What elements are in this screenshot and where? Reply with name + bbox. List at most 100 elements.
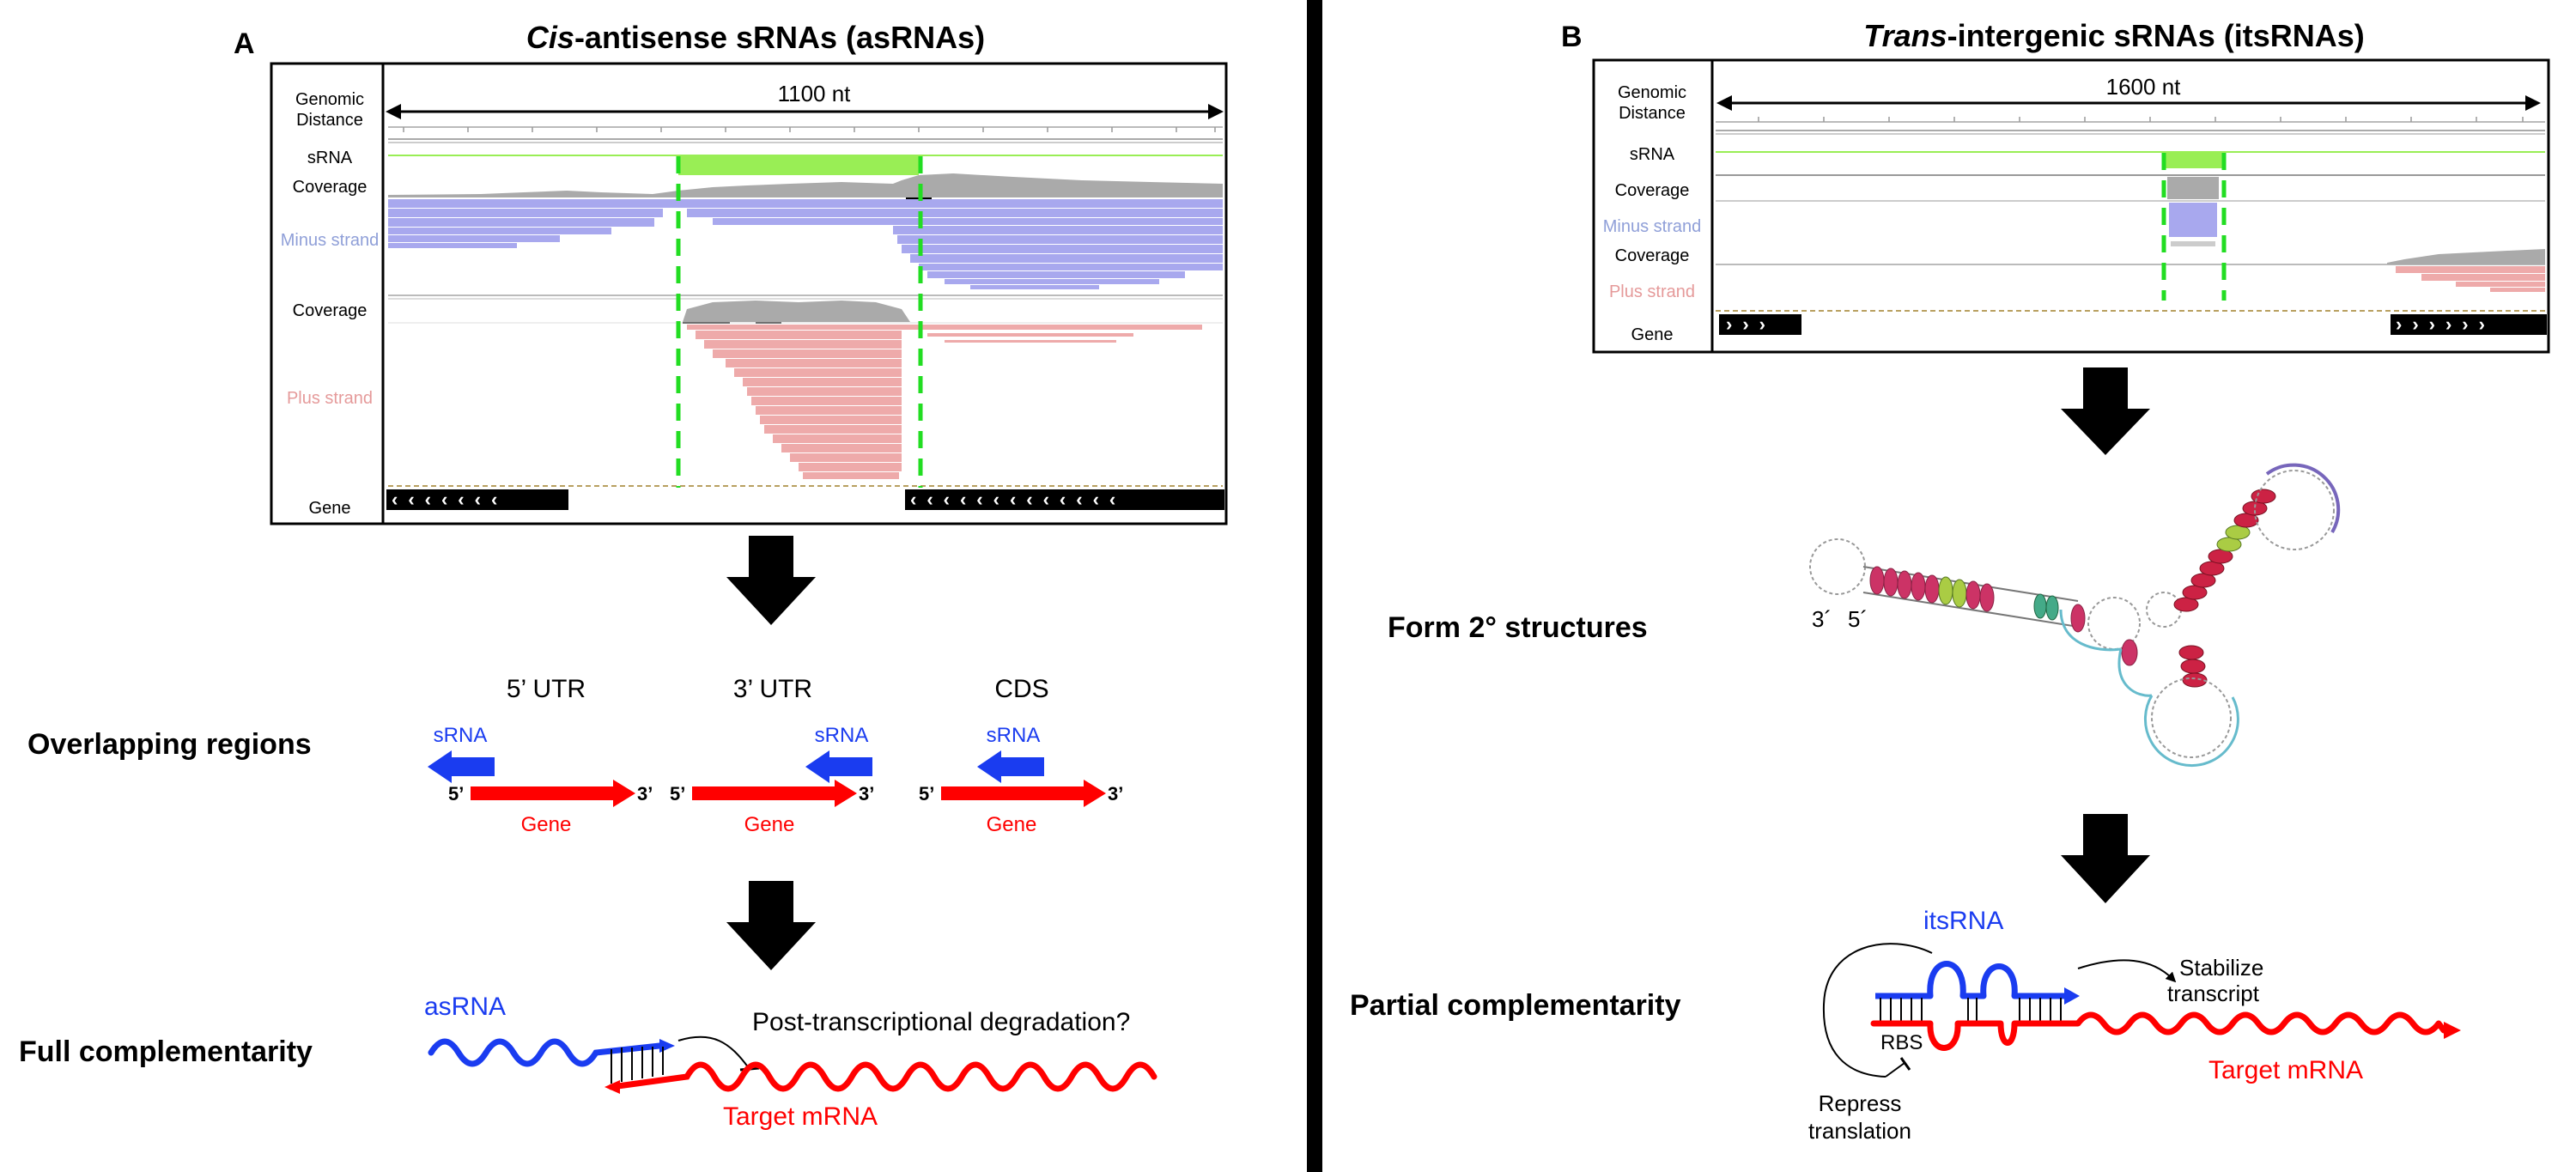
row-label-structures: Form 2° structures [1388, 611, 1648, 644]
panel-b-letter: B [1561, 21, 1583, 53]
minus-coverage-b [2167, 177, 2219, 199]
srna-bar-a [678, 156, 919, 175]
region-title-cds: CDS [994, 675, 1048, 703]
track-label-genomic-b: Genomic [1618, 83, 1686, 102]
row-label-overlapping: Overlapping regions [27, 728, 312, 761]
stabilize-label-1: Stabilize [2179, 955, 2263, 981]
distance-label: 1100 nt [778, 81, 852, 106]
gene-block-a-right [905, 489, 1224, 510]
track-label-distance: Distance [296, 111, 363, 130]
down-arrow-a-1 [726, 536, 816, 625]
repress-label-2: translation [1808, 1118, 1911, 1144]
base-pairs-a [611, 1047, 664, 1084]
srna-arrow [977, 750, 1044, 783]
down-arrow-b-1 [2061, 367, 2150, 455]
minus-reads-b [2169, 203, 2217, 237]
row-label-partial: Partial complementarity [1350, 989, 1681, 1022]
track-label-genomic: Genomic [295, 90, 364, 109]
region-3utr: 3’ UTR sRNA 5’ 3’ Gene [670, 675, 874, 836]
degradation-label: Post-transcriptional degradation? [752, 1008, 1130, 1036]
region-cds: CDS sRNA 5’ 3’ Gene [919, 675, 1123, 836]
itsrna-arrowhead [2064, 987, 2080, 1005]
track-label-coverage-2-b: Coverage [1615, 246, 1690, 265]
region-srna-label: sRNA [434, 724, 488, 747]
stem-helix-1 [1862, 566, 2079, 628]
plus-coverage-b [2387, 249, 2545, 264]
stabilize-arrow [2077, 959, 2177, 983]
panel-b: B Trans-intergenic sRNAs (itsRNAs) 1600 … [1350, 18, 2550, 1144]
srna-bar-b [2164, 151, 2222, 168]
three-prime-label: 3’ [859, 783, 874, 805]
gene-arrow [471, 780, 635, 807]
minus-coverage-a [388, 173, 1223, 197]
region-gene-label: Gene [744, 813, 795, 836]
panel-a-title: Cis-antisense sRNAs (asRNAs) [526, 20, 985, 55]
plus-coverage-a [683, 301, 910, 322]
track-label-coverage-1: Coverage [293, 178, 368, 197]
panel-a: A Cis-antisense sRNAs (asRNAs) 1100 nt [19, 20, 1228, 1131]
five-prime-label: 5’ [670, 783, 685, 805]
plus-reads-b [2396, 266, 2545, 292]
gene-arrow [692, 780, 857, 807]
region-title-5utr: 5’ UTR [507, 675, 586, 703]
repress-arrow [1822, 943, 1933, 1078]
srna-arrow [805, 750, 872, 783]
plus-strand-reads-a [687, 325, 1202, 479]
target-mrna-label-b: Target mRNA [2208, 1056, 2363, 1084]
panel-a-letter: A [234, 27, 255, 60]
srna-arrow [428, 750, 495, 783]
region-srna-label: sRNA [815, 724, 869, 747]
distance-label-b: 1600 nt [2106, 74, 2182, 100]
track-label-plus-strand: Plus strand [287, 389, 373, 408]
end-3-label: 3´ [1812, 606, 1832, 632]
end-5-label: 5´ [1848, 606, 1868, 632]
region-title-3utr: 3’ UTR [733, 675, 812, 703]
down-arrow-a-2 [726, 881, 816, 970]
repress-label-1: Repress [1819, 1090, 1902, 1116]
track-label-minus-strand: Minus strand [281, 231, 380, 250]
track-label-coverage-2: Coverage [293, 301, 368, 320]
itsrna-strand [1875, 961, 2064, 999]
asrna-arrowhead [659, 1039, 675, 1053]
stem-helix-2 [2173, 489, 2276, 612]
svg-text:‹‹‹‹‹‹‹: ‹‹‹‹‹‹‹ [392, 489, 507, 510]
svg-text:‹‹‹‹‹‹‹‹‹‹‹‹‹: ‹‹‹‹‹‹‹‹‹‹‹‹‹ [910, 489, 1126, 510]
track-label-minus-strand-b: Minus strand [1603, 217, 1702, 236]
track-label-distance-b: Distance [1619, 104, 1686, 123]
rbs-label: RBS [1880, 1031, 1923, 1054]
three-prime-label: 3’ [637, 783, 653, 805]
asrna-label: asRNA [424, 993, 506, 1021]
gene-arrow [941, 780, 1106, 807]
base-pairs-b [1880, 998, 2062, 1022]
region-gene-label: Gene [521, 813, 572, 836]
target-mrna-arrowhead-a [605, 1080, 620, 1094]
row-label-full: Full complementarity [19, 1035, 313, 1068]
track-label-gene-b: Gene [1631, 325, 1674, 344]
target-mrna-wave-a [608, 1061, 1157, 1092]
down-arrow-b-2 [2061, 814, 2150, 903]
track-label-srna-b: sRNA [1630, 145, 1675, 164]
track-label-srna: sRNA [307, 149, 353, 167]
inhibition-arrow [677, 1035, 750, 1069]
asrna-wave [428, 1038, 663, 1067]
gene-block-b-right [2391, 314, 2547, 335]
region-srna-label: sRNA [987, 724, 1041, 747]
svg-text:››››››: ›››››› [2396, 313, 2495, 335]
genome-browser-b: 1600 nt [1592, 58, 2550, 354]
region-5utr: 5’ UTR sRNA 5’ 3’ Gene [428, 675, 653, 836]
track-label-plus-strand-b: Plus strand [1609, 282, 1695, 301]
region-gene-label: Gene [987, 813, 1037, 836]
genome-browser-a: 1100 nt [270, 62, 1228, 525]
svg-text:›››: ››› [1726, 313, 1776, 335]
gene-block-b-left [1719, 314, 1801, 335]
panel-b-title: Trans-intergenic sRNAs (itsRNAs) [1863, 18, 2364, 53]
five-prime-label: 5’ [448, 783, 464, 805]
minus-strand-reads-a [388, 199, 1223, 289]
stabilize-label-2: transcript [2167, 981, 2260, 1006]
track-label-gene: Gene [309, 499, 351, 518]
itsrna-label: itsRNA [1923, 907, 2003, 935]
target-mrna-wave-b [1870, 1011, 2447, 1051]
three-prime-label: 3’ [1108, 783, 1123, 805]
five-prime-label: 5’ [919, 783, 934, 805]
